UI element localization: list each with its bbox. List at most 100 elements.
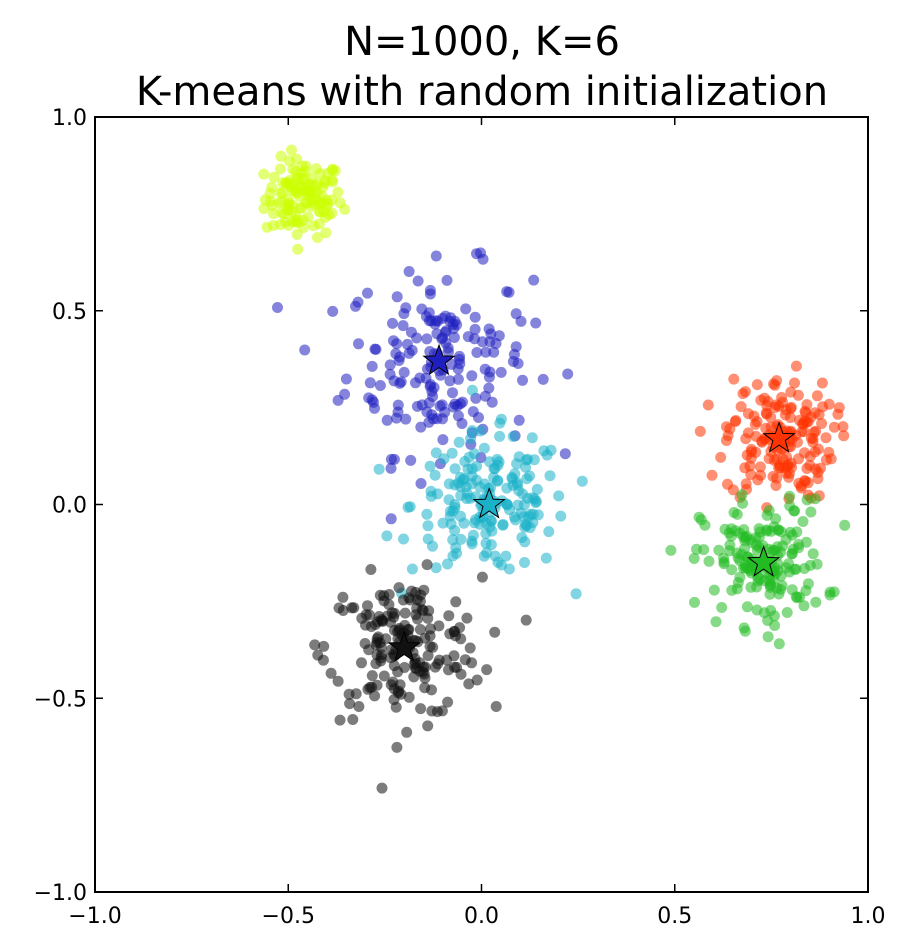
data-point <box>739 543 750 555</box>
data-point <box>406 563 418 575</box>
data-point <box>724 545 735 557</box>
x-tick-label: −0.5 <box>262 904 315 929</box>
data-point <box>816 418 828 429</box>
data-point <box>424 460 436 472</box>
data-point <box>500 550 512 562</box>
data-point <box>789 505 801 517</box>
data-point <box>461 493 473 505</box>
chart-title-line1: N=1000, K=6 <box>344 19 620 65</box>
data-point <box>405 326 417 338</box>
data-point <box>506 473 518 485</box>
data-point <box>314 168 326 180</box>
data-point <box>718 558 730 570</box>
data-point <box>741 449 753 461</box>
data-point <box>296 175 307 187</box>
data-point <box>476 571 488 583</box>
data-point <box>426 705 438 717</box>
data-point <box>320 227 332 239</box>
data-point <box>721 435 732 446</box>
data-point <box>300 196 312 208</box>
data-point <box>332 675 344 687</box>
data-point <box>443 494 455 506</box>
data-point <box>751 604 763 616</box>
y-tick-label: −1.0 <box>34 881 87 906</box>
data-point <box>464 642 476 654</box>
data-point <box>381 530 393 542</box>
data-point <box>441 274 453 286</box>
data-point <box>344 698 356 710</box>
data-point <box>352 296 364 308</box>
data-point <box>495 413 507 425</box>
data-point <box>713 544 725 556</box>
data-point <box>399 607 411 619</box>
data-point <box>334 197 346 209</box>
data-point <box>392 687 404 699</box>
data-point <box>366 670 378 682</box>
y-tick-label: 1.0 <box>52 106 87 131</box>
data-point <box>282 200 294 212</box>
data-point <box>442 342 454 354</box>
data-point <box>283 155 295 167</box>
data-point <box>430 447 442 459</box>
data-point <box>317 654 329 666</box>
data-point <box>463 678 475 690</box>
data-point <box>422 520 434 532</box>
centroid-layer <box>387 343 796 662</box>
data-point <box>491 453 503 465</box>
data-point <box>303 186 314 197</box>
data-point <box>786 548 798 560</box>
data-point <box>721 421 732 433</box>
data-point <box>513 451 525 463</box>
data-point <box>773 638 785 650</box>
data-point <box>528 274 540 286</box>
data-point <box>760 407 772 419</box>
data-point <box>495 366 507 378</box>
data-point <box>524 522 536 534</box>
data-point <box>457 396 468 408</box>
data-point <box>833 402 845 414</box>
data-point <box>364 377 376 389</box>
data-point <box>528 454 540 466</box>
data-point <box>481 664 493 676</box>
data-point <box>417 666 429 678</box>
data-point <box>366 360 378 372</box>
data-point <box>387 317 398 329</box>
x-tick-label: 0.5 <box>657 904 692 929</box>
data-point <box>515 315 527 327</box>
data-point <box>807 436 819 448</box>
data-point <box>291 229 303 240</box>
data-point <box>422 533 434 545</box>
data-point <box>466 370 478 382</box>
data-point <box>376 649 388 661</box>
data-point <box>388 335 399 347</box>
data-point <box>437 434 449 446</box>
data-point <box>736 489 748 501</box>
data-point <box>339 388 351 400</box>
data-point <box>490 701 502 712</box>
data-point <box>346 602 358 614</box>
data-point <box>268 171 280 183</box>
data-point <box>466 384 478 396</box>
data-point <box>703 555 715 567</box>
data-point <box>258 203 270 215</box>
data-point <box>739 386 751 398</box>
data-point <box>529 493 541 505</box>
data-point <box>402 501 414 513</box>
data-point <box>520 614 532 626</box>
data-point <box>447 534 459 546</box>
data-point <box>497 519 509 531</box>
data-point <box>387 676 399 688</box>
data-point <box>340 373 352 385</box>
data-point <box>384 359 396 371</box>
data-point <box>805 506 817 518</box>
data-point <box>839 519 851 531</box>
data-point <box>489 626 501 638</box>
data-point <box>543 526 555 538</box>
data-point <box>728 373 740 385</box>
data-point <box>451 547 463 559</box>
data-point <box>275 187 287 199</box>
data-point <box>360 619 371 631</box>
data-point <box>768 573 780 585</box>
data-point <box>801 399 813 411</box>
data-point <box>730 415 742 426</box>
